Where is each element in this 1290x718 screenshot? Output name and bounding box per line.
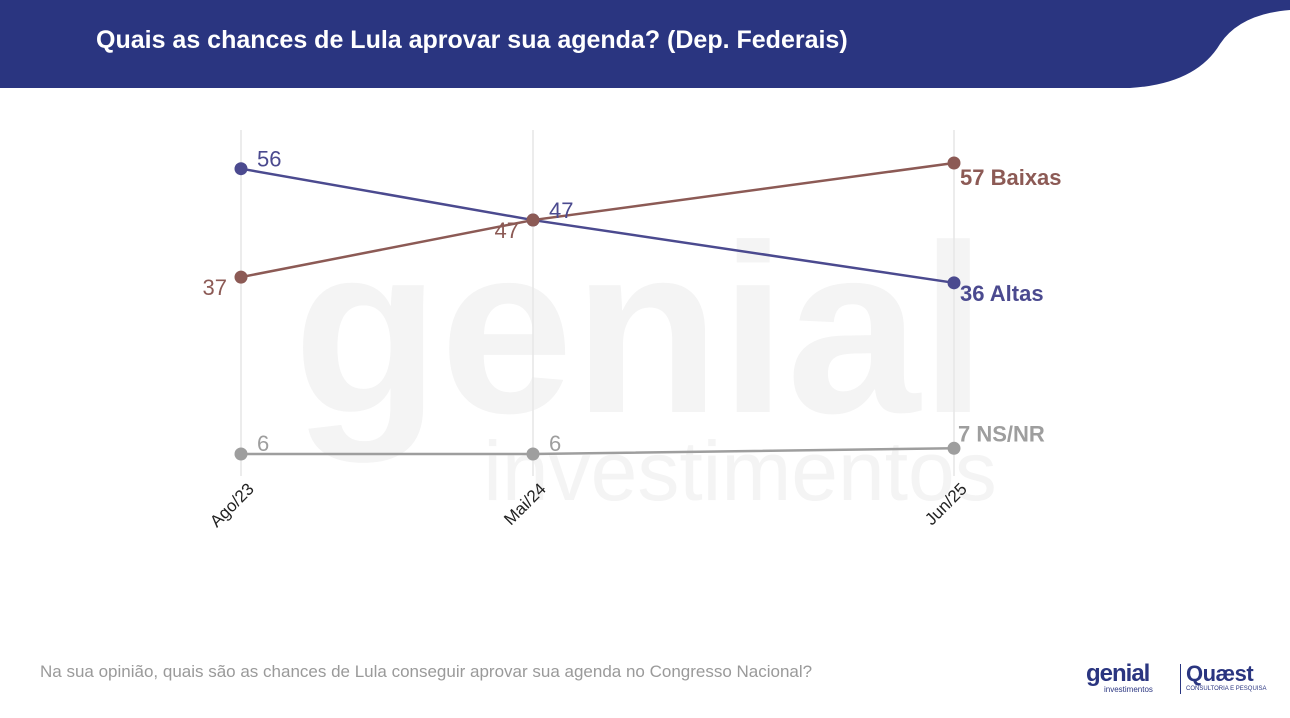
logo-divider — [1180, 664, 1181, 694]
x-tick-label: Ago/23 — [206, 479, 258, 531]
data-point-altas — [947, 276, 961, 290]
data-label-nsnr: 6 — [549, 431, 561, 456]
series-end-label-baixas: 57 Baixas — [960, 165, 1062, 190]
survey-question: Na sua opinião, quais são as chances de … — [40, 662, 813, 681]
data-point-altas — [234, 162, 248, 176]
genial-logo: genial — [1086, 660, 1150, 687]
data-label-altas: 47 — [549, 198, 573, 223]
series-end-label-altas: 36 Altas — [960, 281, 1044, 306]
watermark-logo: genial investimentos — [293, 195, 997, 518]
data-label-baixas: 47 — [495, 218, 519, 243]
genial-logo-sub: investimentos — [1104, 685, 1153, 694]
watermark-sub: investimentos — [483, 424, 997, 518]
quaest-logo: Quæst — [1186, 661, 1254, 686]
line-chart: genial investimentos 56 47 36 Altas 37 47 57 … — [203, 130, 1062, 531]
page-title: Quais as chances de Lula aprovar sua age… — [96, 26, 848, 54]
series-end-label-nsnr: 7 NS/NR — [958, 421, 1045, 446]
header-bar: Quais as chances de Lula aprovar sua age… — [0, 0, 1290, 88]
data-point-nsnr — [526, 447, 540, 461]
data-point-nsnr — [947, 441, 961, 455]
data-point-nsnr — [234, 447, 248, 461]
quaest-logo-sub: CONSULTORIA E PESQUISA — [1186, 686, 1267, 692]
data-label-baixas: 37 — [203, 275, 227, 300]
header-background — [0, 0, 1290, 88]
data-label-nsnr: 6 — [257, 431, 269, 456]
data-point-baixas — [526, 213, 540, 227]
watermark-brand: genial — [293, 195, 987, 463]
data-label-altas: 56 — [257, 147, 281, 172]
data-point-baixas — [947, 156, 961, 170]
data-point-baixas — [234, 270, 248, 284]
